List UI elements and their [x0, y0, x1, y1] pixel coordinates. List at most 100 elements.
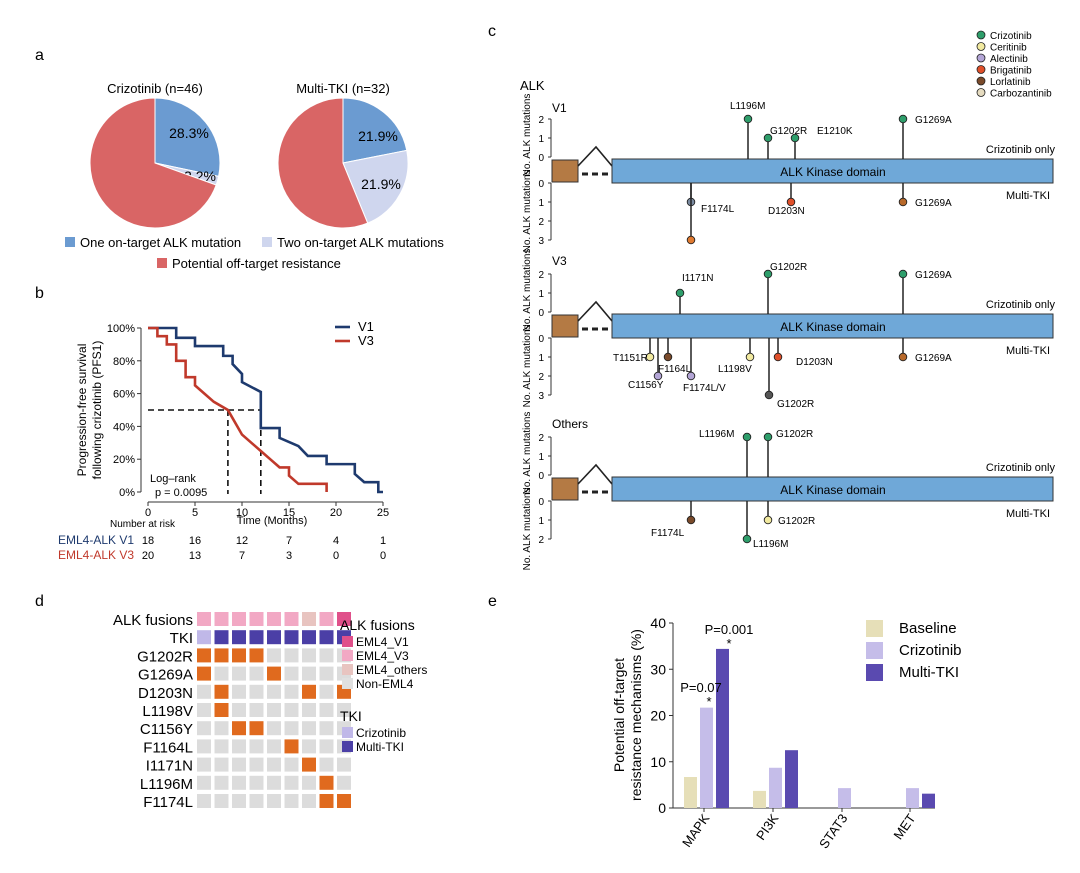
- oncoprint-cell: [319, 721, 334, 736]
- oncoprint-cell: [197, 684, 211, 699]
- pie-slice: [89, 97, 217, 229]
- mutation-label: E1210K: [817, 126, 853, 137]
- panel-e-letter: e: [488, 593, 497, 610]
- risk-count: 20: [142, 550, 154, 562]
- oncoprint-cell: [197, 757, 211, 772]
- tki-legend-label: Lorlatinib: [990, 77, 1031, 88]
- oncoprint-cell: [197, 630, 211, 645]
- oncoprint-cell: [319, 703, 334, 717]
- crizotinib-only-label: Crizotinib only: [986, 462, 1056, 474]
- track-yaxis-label-top: No. ALK mutations: [522, 249, 533, 332]
- oncoprint-cell: [232, 794, 246, 808]
- oncoprint-cell: [249, 794, 264, 808]
- risk-row-label: EML4-ALK V3: [58, 548, 134, 562]
- logrank-label: Log–rank: [150, 473, 196, 485]
- risk-count: 12: [236, 535, 248, 547]
- oncoprint-cell: [284, 684, 299, 699]
- oncoprint-cell: [284, 739, 299, 754]
- track-ytick-label: 0: [538, 471, 544, 482]
- pie-slice-label: 21.9%: [358, 128, 398, 144]
- oncoprint-cell: [249, 648, 264, 663]
- oncoprint-cell: [319, 612, 334, 626]
- oncoprint-cell: [232, 721, 246, 736]
- fusion-legend-label: EML4_V3: [356, 649, 409, 663]
- bar-multitki-pi3k: [785, 750, 798, 808]
- oncoprint-cell: [267, 739, 281, 754]
- track-ytick-label: 2: [538, 372, 544, 383]
- oncoprint-cell: [284, 794, 299, 808]
- lollipop-head: [763, 432, 773, 442]
- bar-legend-label: Crizotinib: [899, 642, 962, 659]
- oncoprint-cell: [232, 630, 246, 645]
- logrank-pvalue: p = 0.0095: [155, 487, 207, 499]
- track-ytick-label: 2: [538, 433, 544, 444]
- oncoprint-cell: [232, 648, 246, 663]
- tki-legend-label: Brigatinib: [990, 66, 1032, 77]
- pie-slice-label: 28.3%: [169, 125, 209, 141]
- oncoprint-row-label: F1174L: [143, 794, 193, 811]
- track-ytick-label: 1: [538, 516, 544, 527]
- pie-slice-label: 21.9%: [361, 176, 401, 192]
- oncoprint-cell: [232, 612, 246, 626]
- legend-swatch-two-mutations: [262, 237, 272, 247]
- oncoprint-cell: [267, 648, 281, 663]
- panel-b-letter: b: [35, 285, 44, 302]
- panel-d: d ALK fusionsTKIG1202RG1269AD1203NL1198V…: [35, 593, 427, 811]
- lollipop-head: [898, 114, 908, 124]
- bar-ylabel-line2: resistance mechanisms (%): [628, 629, 644, 801]
- multi-tki-label: Multi-TKI: [1006, 190, 1050, 202]
- tki-legend-label: Alectinib: [990, 54, 1028, 65]
- oncoprint-cell: [197, 794, 211, 808]
- bar-ytick-label: 30: [650, 661, 666, 677]
- oncoprint-cell: [302, 648, 316, 663]
- lollipop-head: [653, 371, 663, 381]
- tki-legend-dot: [976, 53, 986, 63]
- kinase-domain-label: ALK Kinase domain: [780, 165, 885, 179]
- tki-legend-dot: [976, 76, 986, 86]
- oncoprint-cell: [302, 775, 316, 790]
- oncoprint-row-label: G1269A: [138, 667, 193, 684]
- mutation-label: D1203N: [796, 357, 833, 368]
- lollipop-head: [663, 352, 673, 362]
- bar-xtick-label: MAPK: [679, 811, 713, 850]
- fusion-legend-label: EML4_others: [356, 663, 427, 677]
- mutation-label: D1203N: [768, 206, 805, 217]
- intron-connector: [577, 145, 613, 167]
- number-at-risk-label: Number at risk: [110, 519, 176, 530]
- oncoprint-cell: [232, 684, 246, 699]
- lollipop-head: [764, 390, 774, 400]
- oncoprint-cell: [214, 684, 229, 699]
- oncoprint-cell: [302, 684, 316, 699]
- track-yaxis-label-bottom: No. ALK mutations: [522, 488, 533, 571]
- risk-count: 0: [333, 550, 339, 562]
- kinase-domain-label: ALK Kinase domain: [780, 483, 885, 497]
- oncoprint-cell: [214, 648, 229, 663]
- oncoprint-cell: [302, 703, 316, 717]
- oncoprint-cell: [284, 648, 299, 663]
- fusion-legend-swatch: [342, 636, 353, 647]
- oncoprint-cell: [337, 703, 351, 717]
- track-yaxis-label-bottom: No. ALK mutations: [522, 325, 533, 408]
- tki-legend-label: Carbozantinib: [990, 89, 1052, 100]
- oncoprint-cell: [232, 666, 246, 681]
- tki-legend-title: TKI: [340, 708, 362, 724]
- oncoprint-cell: [319, 666, 334, 681]
- oncoprint-cell: [302, 666, 316, 681]
- track-yaxis-label-bottom: No. ALK mutations: [522, 170, 533, 253]
- track-ytick-label: 1: [538, 198, 544, 209]
- tki-color-legend: CrizotinibCeritinibAlectinibBrigatinibLo…: [976, 30, 1052, 100]
- oncoprint-cell: [337, 775, 351, 790]
- km-ylabel-line1: Progression-free survival: [75, 344, 89, 477]
- km-ytick-label: 60%: [113, 389, 135, 401]
- risk-count: 1: [380, 535, 386, 547]
- oncoprint-cell: [249, 684, 264, 699]
- km-xtick-label: 20: [330, 507, 342, 519]
- tki-legend-label: Crizotinib: [356, 726, 406, 740]
- mutation-label: G1269A: [915, 198, 952, 209]
- oncoprint-cell: [197, 666, 211, 681]
- lollipop-head: [743, 114, 753, 124]
- oncoprint-cell: [197, 775, 211, 790]
- panel-c: c CrizotinibCeritinibAlectinibBrigatinib…: [488, 23, 1055, 570]
- mutation-label: F1174L/V: [683, 383, 726, 394]
